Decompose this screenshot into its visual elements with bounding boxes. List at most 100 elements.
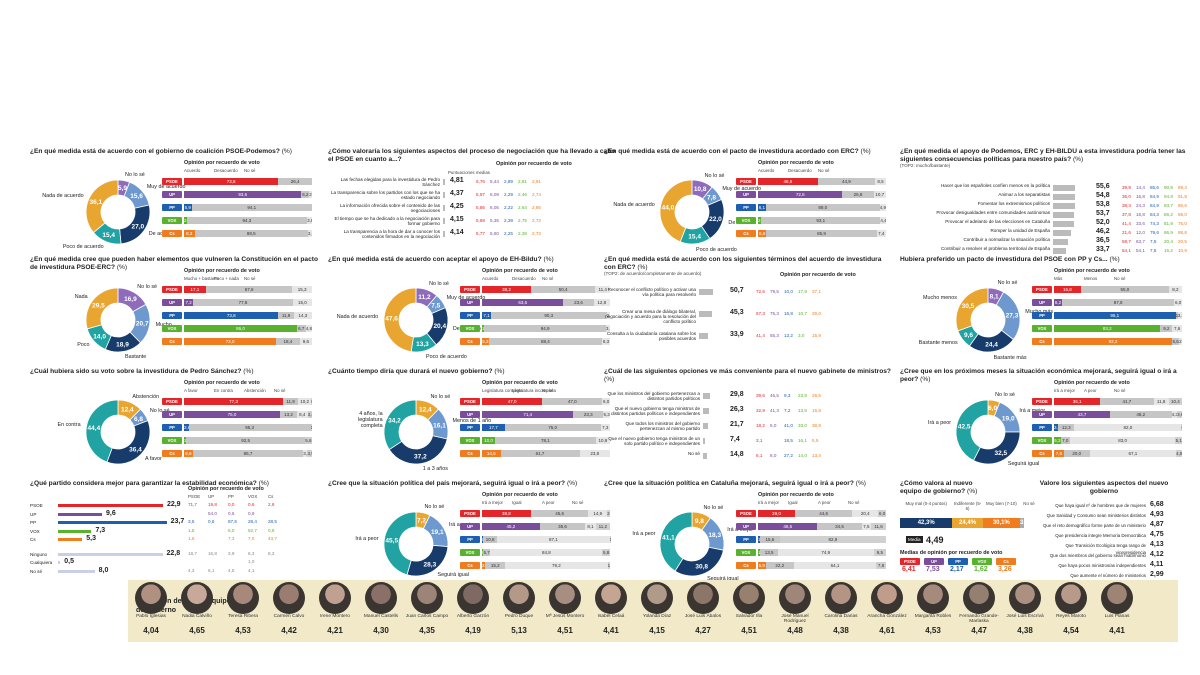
q4-item-party-4-0: 41,4 — [1122, 221, 1131, 226]
q2-item-party-2-0: 5,86 — [476, 205, 485, 210]
q6-slice-label-3: Poco de acuerdo — [426, 353, 467, 360]
q15-row-logo-4: Cs — [736, 562, 756, 569]
q1-seg-3-0: 2,0 — [184, 217, 187, 224]
q10-col-1: Legislatura incompleta — [512, 388, 556, 393]
q15-slice-value-1: 18,3 — [708, 532, 721, 539]
q15-seg-2-0: 1,5 — [758, 536, 760, 543]
q9-title-text: ¿Cuál hubiera sido su voto sobre la inve… — [30, 368, 242, 375]
q17-item-label-3: Que presidencia integre Memoria Democrát… — [1055, 533, 1146, 538]
q6-seg-3-0: 1,9 — [482, 325, 485, 332]
q14-seg-3-0: 0,7 — [482, 549, 483, 556]
q4-item-bar-2 — [1053, 203, 1075, 209]
q13-item-bar-1 — [58, 512, 102, 516]
q4-item-party-6-1: 63,7 — [1136, 239, 1145, 244]
q11-item-party-3-2: 18,5 — [784, 438, 793, 443]
q2-item-value-0: 4,81 — [450, 177, 464, 184]
q4-item-party-1-3: 94,8 — [1164, 194, 1173, 199]
q17-item-value-6: 4,11 — [1150, 561, 1164, 568]
q5-unit: (%) — [116, 263, 128, 271]
q9-col-0: A favor — [184, 388, 198, 393]
q10-slice-label-3: 4 años, la legislatura completa — [358, 410, 383, 429]
q4-item-party-5-1: 12,0 — [1136, 230, 1145, 235]
q14-seg-1-0: 45,2 — [482, 523, 540, 530]
q10-row-logo-3: VOX — [460, 437, 480, 444]
q1-seg-3-2: 3,8 — [307, 217, 312, 224]
q3-seg-4-2: 7,4 — [876, 230, 886, 237]
q12-slice-2 — [972, 431, 1021, 465]
q2-item-bar-1 — [443, 192, 445, 198]
team-member-photo-16 — [871, 582, 903, 614]
q3-slice-label-1: Muy de acuerdo — [722, 186, 761, 193]
q13-cell-5-4: 8,3 — [268, 550, 275, 556]
q7-opinion: Opinión por recuerdo de voto — [780, 272, 856, 278]
q12-seg-3-0: 5,3 — [1054, 437, 1061, 444]
q4-item-label-4: Provocar el adelanto de las elecciones e… — [945, 219, 1050, 224]
q10-seg-1-0: 71,4 — [482, 411, 574, 418]
q12-seg-2-0: 3,2 — [1054, 424, 1059, 431]
q14-row-bar-1: 45,2 35,6 8,1 11,2 — [482, 523, 610, 530]
q5-seg-3-1: 6,7 — [296, 325, 306, 332]
q2-item-label-0: Las fechas elegidas para la investidura … — [340, 177, 440, 187]
q7-item-label-1: Crear una mesa de diálogo bilateral, neg… — [605, 309, 696, 324]
q3-seg-3-0: 2,4 — [758, 217, 762, 224]
q3-row-bar-3: 2,493,14,4 — [758, 217, 886, 224]
q6-slice-4 — [383, 287, 417, 353]
q1-row-logo-0: PSOE — [162, 178, 182, 185]
q4-item-label-0: Hacer que los españoles confíen menos en… — [940, 183, 1050, 188]
q2-item-value-3: 4,15 — [450, 216, 464, 223]
team-member-photo-14 — [779, 582, 811, 614]
q4-item-label-7: Contribuir a resolver el problema territ… — [940, 246, 1050, 251]
q15-slice-2 — [674, 546, 724, 577]
q16-media-label: Media — [906, 536, 923, 543]
q13-cell-5-1: 16,8 — [208, 550, 217, 556]
q2-item-party-4-3: 2,38 — [518, 231, 527, 236]
q6-seg-1-2: 12,8 — [593, 299, 610, 306]
q13-cell-5-3: 6,3 — [248, 550, 255, 556]
q7-title-text: ¿En qué medida está de acuerdo con los s… — [604, 256, 882, 271]
q8-seg-2-2: 3,3 — [1177, 312, 1182, 319]
q17-item-value-0: 6,68 — [1150, 501, 1164, 508]
q13-item-bar-4 — [58, 538, 83, 541]
q3-seg-4-0: 6,6 — [758, 230, 767, 237]
q13-cell-1-1: 54,0 — [208, 510, 217, 516]
q13-cell-7-0: 4,3 — [188, 567, 195, 573]
q12-slice-label-3: Irá a peor — [927, 420, 952, 427]
team-member-name-18: Fernando Grande-Marlaska — [959, 614, 999, 625]
q13-opinion: Opinión por recuerdo de voto — [188, 486, 264, 492]
q6-seg-0-0: 38,2 — [482, 286, 531, 293]
q12-col-1: A peor — [1084, 388, 1097, 393]
q5-seg-0-2: 15,3 — [292, 286, 312, 293]
q3-slice-label-0: No lo sé — [704, 173, 725, 180]
q5-row-bar-4: 72,0 18,4 9,6 — [184, 338, 312, 345]
q12-seg-4-2: 67,1 — [1089, 450, 1177, 457]
q7-item-label-0: Reconocer el conflicto político y activa… — [607, 287, 696, 297]
q10-seg-3-0: 10,0 — [482, 437, 495, 444]
q5-slice-value-2: 18,9 — [116, 341, 129, 348]
q13-cell-2-3: 28,4 — [248, 519, 257, 524]
q4-item-party-4-2: 74,3 — [1150, 221, 1159, 226]
q9-seg-4-1: 85,7 — [192, 450, 304, 457]
q12-seg-1-3: 3,8 — [1177, 411, 1182, 418]
q11-item-party-2-3: 33,0 — [798, 423, 807, 428]
team-member-name-2: Teresa Ribera — [228, 614, 258, 619]
q9-row-logo-4: Cs — [162, 450, 182, 457]
q4-item-party-0-1: 14,4 — [1136, 185, 1145, 190]
q6-row-bar-0: 38,2 50,4 11,4 — [482, 286, 610, 293]
q14-seg-1-1: 35,6 — [539, 523, 586, 530]
q5-seg-1-1: 77,8 — [193, 299, 293, 306]
q5-row-logo-0: PSOE — [162, 286, 182, 293]
q8-slice-label-4: Mucho menos — [923, 295, 957, 302]
q15-row-logo-2: PP — [736, 536, 756, 543]
q11-item-party-4-3: 14,0 — [798, 453, 807, 458]
q6-seg-2-0: 7,1 — [482, 312, 492, 319]
q16-title: ¿Cómo valora al nuevo equipo de gobierno… — [900, 480, 990, 495]
q6-seg-3-2: 3,2 — [605, 325, 610, 332]
q14-row-bar-2: 0,910,887,10,3 — [482, 536, 610, 543]
q14-slice-value-0: 7,2 — [417, 517, 426, 524]
q14-slice-label-3: Irá a peor — [355, 535, 379, 542]
q13-cell-4-3: 7,0 — [248, 536, 255, 541]
q13-item-bar-7 — [58, 569, 95, 573]
team-member-photo-10 — [595, 582, 627, 614]
q6-row-logo-1: UP — [460, 299, 480, 306]
